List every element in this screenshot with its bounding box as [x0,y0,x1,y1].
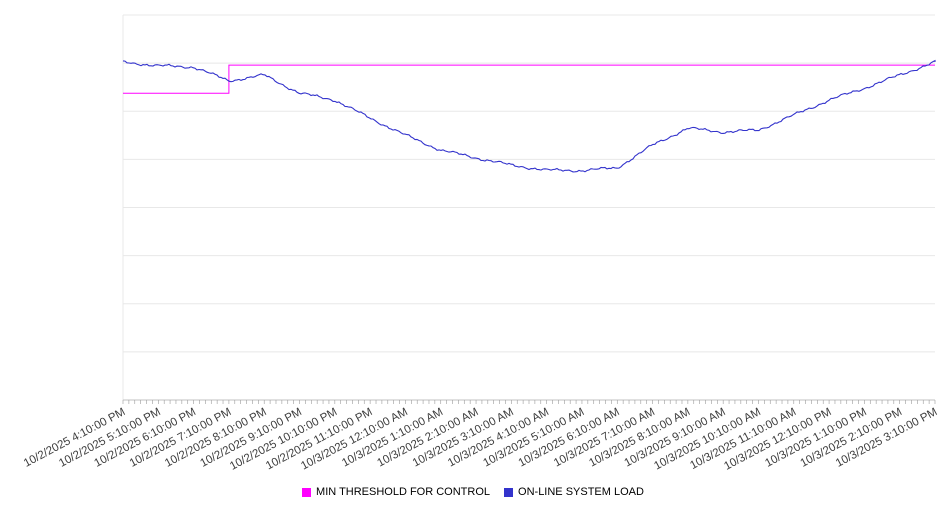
legend-swatch-system-load [504,487,514,497]
legend-label-system-load: ON-LINE SYSTEM LOAD [518,486,644,498]
legend-label-min-threshold: MIN THRESHOLD FOR CONTROL [316,486,491,498]
legend-item-min-threshold[interactable]: MIN THRESHOLD FOR CONTROL [302,486,490,498]
x-axis-ticks [122,400,936,404]
legend-item-system-load[interactable]: ON-LINE SYSTEM LOAD [504,486,644,498]
gridlines [123,14,935,353]
series-min-threshold-line [123,64,935,94]
chart-legend: MIN THRESHOLD FOR CONTROL ON-LINE SYSTEM… [0,486,946,498]
legend-swatch-min-threshold [302,487,312,497]
series-system-load-line [122,59,936,173]
